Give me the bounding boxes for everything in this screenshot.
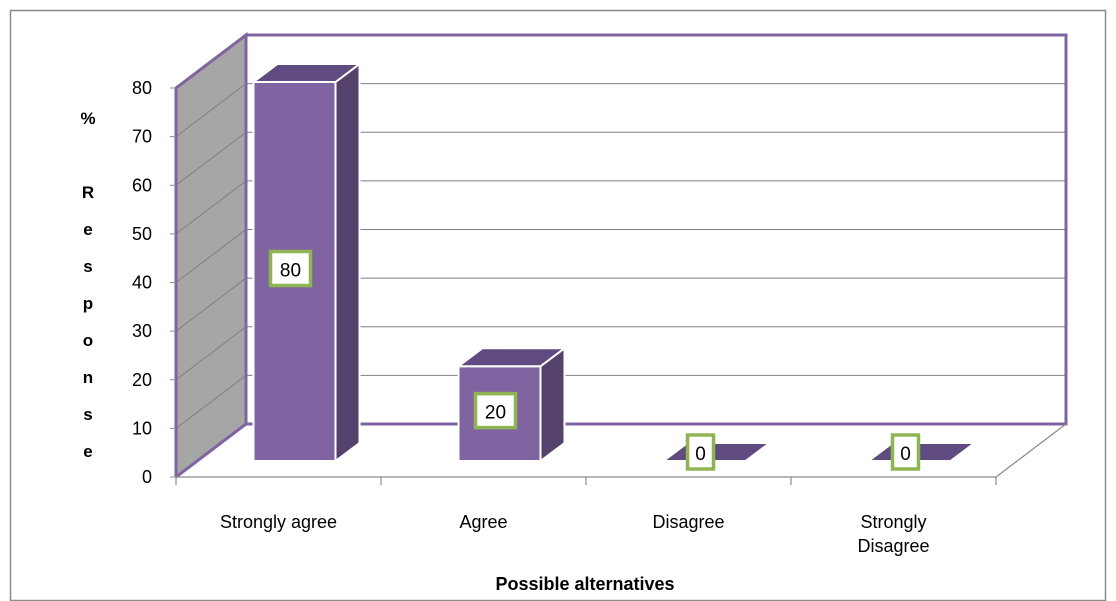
y-tick-label-7: 70 — [132, 127, 152, 147]
x-tick-label-line-3-1: Disagree — [857, 536, 929, 556]
y-tick-label-4: 40 — [132, 273, 152, 293]
y-tick-label-8: 80 — [132, 78, 152, 98]
bar-side-1 — [539, 346, 566, 463]
gridlines — [175, 34, 1066, 429]
data-label-1: 20 — [473, 391, 518, 430]
bar-top-1 — [455, 347, 568, 368]
x-tick-labels: Strongly agree Agree Disagree Strongly Disag… — [220, 512, 930, 556]
data-label-2: 0 — [685, 433, 716, 471]
x-tick-label-2: Disagree — [652, 512, 724, 532]
y-axis-title-line-3: e — [83, 220, 92, 239]
y-tick-label-2: 20 — [132, 370, 152, 390]
y-tick-label-0: 0 — [142, 467, 152, 487]
x-axis-title: Possible alternatives — [495, 574, 674, 594]
x-tick-label-line-1-0: Agree — [459, 512, 507, 532]
data-label-text-3: 0 — [900, 444, 911, 465]
gridline-side-6 — [175, 131, 247, 186]
y-axis-title-line-2: R — [82, 183, 94, 202]
data-label-box-2 — [685, 433, 716, 471]
y-axis-title-line-5: p — [83, 294, 93, 313]
gridline-side-5 — [175, 180, 247, 235]
bar-0 — [250, 62, 363, 463]
floor-edge — [995, 423, 1067, 478]
y-axis-title-line-0: % — [80, 109, 95, 128]
gridline-side-7 — [175, 83, 247, 138]
data-labels: 80 20 0 0 — [268, 249, 921, 471]
y-tick-label-5: 50 — [132, 224, 152, 244]
data-label-text-2: 0 — [695, 444, 706, 465]
x-tick-label-0: Strongly agree — [220, 512, 337, 532]
y-tick-label-6: 60 — [132, 175, 152, 195]
y-axis-ticks: 0 10 20 30 40 50 60 70 80 — [132, 78, 176, 487]
x-tick-label-3: Strongly Disagree — [857, 512, 929, 556]
gridline-side-2 — [175, 326, 247, 381]
data-label-box-3 — [890, 433, 921, 471]
data-label-box-0 — [268, 249, 313, 288]
gridline-side-4 — [175, 229, 247, 283]
bar-top-0 — [250, 63, 363, 83]
y-tick-label-3: 30 — [132, 321, 152, 341]
x-axis — [175, 423, 1067, 485]
y-axis-title-line-6: o — [83, 331, 93, 350]
x-tick-label-line-0-0: Strongly agree — [220, 512, 337, 532]
y-axis-title-line-9: e — [83, 442, 92, 461]
data-label-0: 80 — [268, 249, 313, 288]
x-tick-label-line-3-0: Strongly — [860, 512, 926, 532]
data-label-box-1 — [473, 391, 518, 430]
bar-side-0 — [334, 62, 361, 463]
data-label-text-0: 80 — [280, 261, 301, 282]
y-axis-title-line-4: s — [83, 257, 92, 276]
gridline-side-3 — [175, 277, 247, 332]
y-axis-title-line-8: s — [83, 405, 92, 424]
x-tick-label-1: Agree — [459, 512, 507, 532]
y-axis-title-line-7: n — [83, 368, 93, 387]
y-tick-label-1: 10 — [132, 418, 152, 438]
x-tick-label-line-2-0: Disagree — [652, 512, 724, 532]
data-label-text-1: 20 — [485, 403, 506, 424]
data-label-3: 0 — [890, 433, 921, 471]
gridline-side-1 — [175, 374, 247, 429]
